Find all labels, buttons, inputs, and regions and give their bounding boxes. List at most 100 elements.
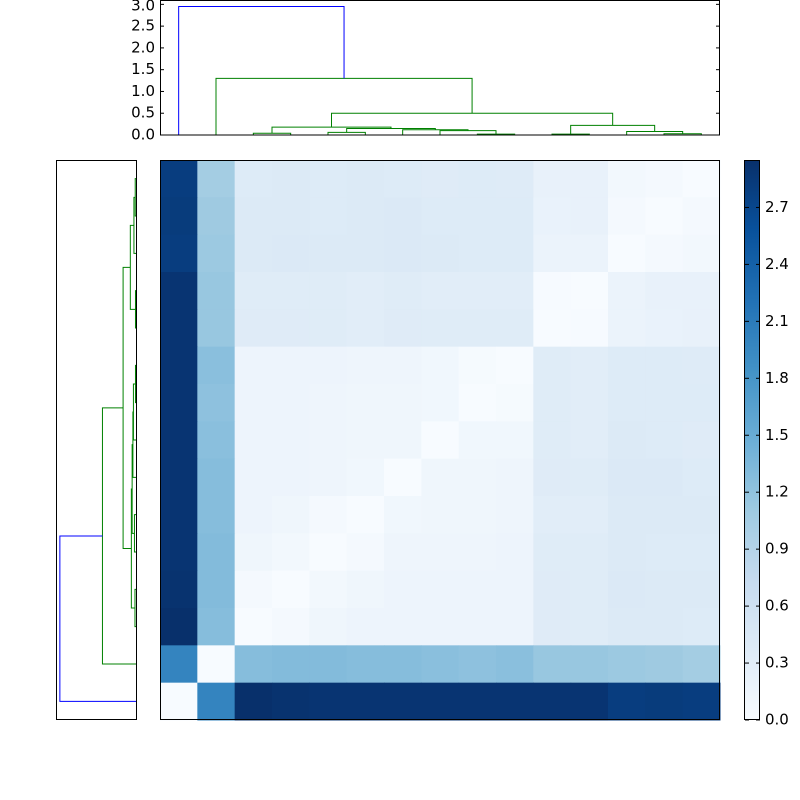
dendrogram-link [133, 514, 136, 553]
colorbar-tick-label: 2.1 [765, 312, 789, 330]
heatmap-cell [496, 570, 534, 609]
heatmap-cell [197, 682, 236, 721]
heatmap-cell [645, 496, 684, 534]
heatmap-cell [346, 309, 385, 348]
heatmap-cell [533, 384, 572, 422]
heatmap-cell [346, 272, 385, 310]
heatmap-cell [645, 197, 684, 236]
dendrogram-link [331, 112, 614, 128]
heatmap-cell [682, 533, 721, 572]
heatmap-cell [384, 458, 422, 497]
heatmap-cell [160, 682, 198, 721]
heatmap-cell [645, 608, 684, 646]
heatmap-cell [160, 160, 198, 198]
heatmap-cell [608, 608, 646, 646]
heatmap-cell [421, 384, 460, 422]
y-tick-label: 2.0 [131, 38, 155, 56]
heatmap-cell [458, 645, 497, 684]
heatmap-cell [197, 197, 236, 236]
heatmap-cell [645, 272, 684, 310]
heatmap-cell [421, 458, 460, 497]
heatmap-cell [533, 309, 572, 348]
heatmap-cell [384, 160, 422, 198]
heatmap-cell [645, 458, 684, 497]
heatmap-cell [309, 458, 348, 497]
heatmap-cell [234, 533, 273, 572]
heatmap-cell [272, 608, 310, 646]
heatmap-cell [682, 421, 721, 460]
colorbar-tick-label: 2.4 [765, 255, 789, 273]
heatmap-cell [197, 421, 236, 460]
heatmap-cell [272, 346, 310, 385]
heatmap-cell [346, 458, 385, 497]
dendrogram-link [129, 224, 136, 310]
heatmap-cell [160, 645, 198, 684]
heatmap-cell [234, 160, 273, 198]
heatmap-cell [197, 309, 236, 348]
heatmap-cell [533, 197, 572, 236]
heatmap-cell [608, 309, 646, 348]
heatmap-cell [346, 346, 385, 385]
heatmap-cell [384, 197, 422, 236]
heatmap-cell [384, 682, 422, 721]
heatmap-cell [234, 682, 273, 721]
heatmap-cell [533, 645, 572, 684]
heatmap-cell [384, 234, 422, 273]
heatmap-cell [682, 160, 721, 198]
heatmap-cell [197, 496, 236, 534]
heatmap-cell [384, 421, 422, 460]
heatmap-cell [197, 458, 236, 497]
heatmap-cell [496, 309, 534, 348]
dendrogram-link [134, 178, 136, 217]
heatmap-cell [533, 234, 572, 273]
heatmap-cell [234, 197, 273, 236]
heatmap-cell [160, 384, 198, 422]
heatmap-cell [496, 682, 534, 721]
heatmap-cell [197, 234, 236, 273]
heatmap-cell [533, 272, 572, 310]
heatmap-cell [682, 197, 721, 236]
dendrogram-link [134, 588, 136, 628]
heatmap-cell [570, 160, 609, 198]
heatmap-cell [533, 570, 572, 609]
dendrogram-link [130, 488, 135, 609]
heatmap-cell [309, 346, 348, 385]
heatmap-cell [346, 421, 385, 460]
heatmap-cell [645, 346, 684, 385]
heatmap-cell [272, 458, 310, 497]
heatmap-cell [682, 458, 721, 497]
heatmap-cell [272, 682, 310, 721]
heatmap-cell [682, 272, 721, 310]
y-tick-label: 0.5 [131, 104, 155, 122]
heatmap-cell [160, 234, 198, 273]
heatmap-cell [234, 346, 273, 385]
heatmap-cell [272, 234, 310, 273]
heatmap-cell [458, 421, 497, 460]
heatmap-cell [608, 272, 646, 310]
heatmap-cell [682, 645, 721, 684]
heatmap-cell [421, 234, 460, 273]
heatmap-cell [608, 570, 646, 609]
heatmap-cell [384, 496, 422, 534]
heatmap-cell [570, 272, 609, 310]
heatmap-cell [309, 421, 348, 460]
colorbar: 0.0 0.3 0.6 0.9 1.2 1.5 1.8 2.1 2.4 2.7 [745, 160, 789, 729]
heatmap-cell [272, 197, 310, 236]
heatmap-cell [608, 346, 646, 385]
heatmap-cell [570, 346, 609, 385]
heatmap-cell [272, 533, 310, 572]
heatmap-cell [384, 533, 422, 572]
heatmap-cell [272, 309, 310, 348]
heatmap-cell [496, 272, 534, 310]
heatmap-cell [234, 309, 273, 348]
heatmap-cell [421, 421, 460, 460]
heatmap-cell [384, 309, 422, 348]
heatmap-cell [346, 234, 385, 273]
heatmap-cell [234, 645, 273, 684]
heatmap-cell [570, 384, 609, 422]
heatmap-cell [309, 570, 348, 609]
heatmap-cell [309, 160, 348, 198]
heatmap-cell [421, 608, 460, 646]
heatmap-cell [570, 197, 609, 236]
